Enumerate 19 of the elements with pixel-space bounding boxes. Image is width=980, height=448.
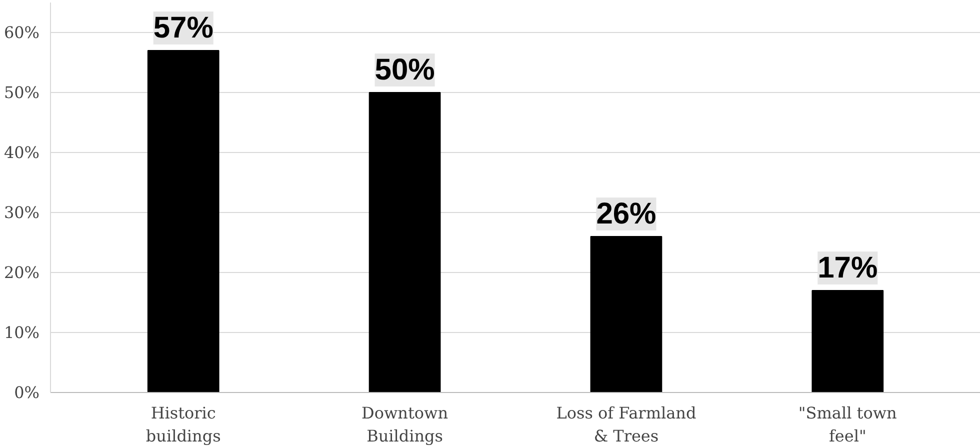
x-tick-label: Downtown Buildings	[362, 404, 448, 446]
data-label: 57%	[153, 12, 214, 44]
data-label: 26%	[596, 198, 656, 230]
data-label: 50%	[374, 54, 435, 86]
y-tick-label: 50%	[4, 83, 40, 102]
y-tick-label: 30%	[4, 203, 40, 222]
y-tick-label: 0%	[14, 383, 40, 402]
bar	[590, 236, 662, 392]
y-tick-label: 20%	[4, 263, 40, 282]
x-tick-label: Loss of Farmland & Trees	[556, 404, 696, 446]
y-tick-label: 10%	[4, 323, 40, 342]
bar	[812, 290, 884, 392]
x-tick-label: Historic buildings	[146, 404, 221, 446]
x-tick-label: "Small town feel"	[798, 404, 897, 446]
data-label: 17%	[818, 252, 878, 284]
y-tick-label: 40%	[4, 143, 40, 162]
bar	[368, 92, 441, 392]
bar	[147, 50, 220, 392]
y-tick-label: 60%	[4, 23, 40, 42]
